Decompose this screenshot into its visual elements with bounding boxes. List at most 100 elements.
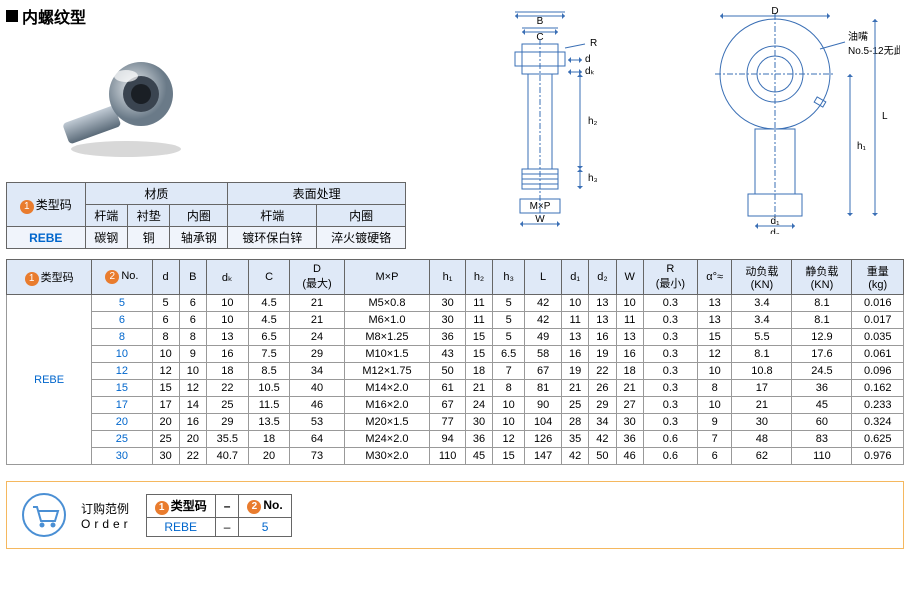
badge-2-icon: 2 bbox=[247, 500, 261, 514]
table-cell: 10 bbox=[697, 363, 731, 380]
svg-text:油嘴: 油嘴 bbox=[848, 30, 868, 43]
table-cell: 18 bbox=[248, 431, 290, 448]
table-cell: 0.3 bbox=[643, 295, 697, 312]
table-cell: 83 bbox=[792, 431, 852, 448]
table-cell: 42 bbox=[562, 448, 589, 465]
table-cell: 25 bbox=[152, 431, 179, 448]
svg-text:dₖ: dₖ bbox=[585, 66, 595, 77]
table-cell: 24.5 bbox=[792, 363, 852, 380]
table-cell: 12 bbox=[697, 346, 731, 363]
table-cell: 12.9 bbox=[792, 329, 852, 346]
table-cell: 10.8 bbox=[732, 363, 792, 380]
svg-text:L: L bbox=[882, 111, 888, 122]
table-cell: 67 bbox=[525, 363, 562, 380]
col-header: B bbox=[179, 260, 206, 295]
header-type: 类型码 bbox=[36, 198, 72, 212]
table-cell: 8 bbox=[493, 380, 525, 397]
table-cell: 7 bbox=[697, 431, 731, 448]
svg-text:d₁: d₁ bbox=[771, 216, 781, 227]
table-cell: 13 bbox=[589, 312, 616, 329]
table-cell: 25 bbox=[562, 397, 589, 414]
table-cell: 18 bbox=[465, 363, 492, 380]
table-cell: 10 bbox=[206, 295, 248, 312]
table-cell: 22 bbox=[206, 380, 248, 397]
table-cell: M8×1.25 bbox=[344, 329, 430, 346]
table-cell: 36 bbox=[616, 431, 643, 448]
table-cell: 12 bbox=[92, 363, 152, 380]
table-cell: 0.061 bbox=[852, 346, 904, 363]
table-cell: 0.324 bbox=[852, 414, 904, 431]
table-cell: 42 bbox=[525, 312, 562, 329]
table-cell: M12×1.75 bbox=[344, 363, 430, 380]
table-cell: 0.035 bbox=[852, 329, 904, 346]
table-cell: 29 bbox=[206, 414, 248, 431]
order-v1: – bbox=[215, 517, 239, 536]
table-cell: 110 bbox=[430, 448, 466, 465]
order-table: 1类型码 – 2No. REBE – 5 bbox=[146, 494, 292, 537]
table-cell: 35 bbox=[562, 431, 589, 448]
table-cell: 12 bbox=[179, 380, 206, 397]
table-cell: 34 bbox=[290, 363, 344, 380]
table-cell: 50 bbox=[589, 448, 616, 465]
table-cell: 0.233 bbox=[852, 397, 904, 414]
table-cell: 3.4 bbox=[732, 295, 792, 312]
table-cell: 147 bbox=[525, 448, 562, 465]
table-cell: 16 bbox=[616, 346, 643, 363]
order-h1: – bbox=[215, 494, 239, 517]
diagram-front-view: D 油嘴 No.5-12无此油嘴 L h₁ d₁ d₂ bbox=[660, 4, 900, 234]
table-cell: 0.162 bbox=[852, 380, 904, 397]
mat-col-2: 内圈 bbox=[170, 205, 228, 227]
table-cell: 28 bbox=[562, 414, 589, 431]
col-header: α°≈ bbox=[697, 260, 731, 295]
order-v2: 5 bbox=[239, 517, 291, 536]
table-cell: 10 bbox=[206, 312, 248, 329]
table-cell: 36 bbox=[465, 431, 492, 448]
table-cell: 36 bbox=[430, 329, 466, 346]
table-cell: 21 bbox=[732, 397, 792, 414]
table-cell: 17 bbox=[92, 397, 152, 414]
table-cell: 42 bbox=[589, 431, 616, 448]
header-material: 材质 bbox=[85, 183, 228, 205]
surf-val-1: 淬火镀硬铬 bbox=[317, 227, 406, 249]
table-cell: 81 bbox=[525, 380, 562, 397]
col-header: M×P bbox=[344, 260, 430, 295]
table-cell: 11 bbox=[465, 295, 492, 312]
table-cell: 25 bbox=[92, 431, 152, 448]
table-cell: 0.625 bbox=[852, 431, 904, 448]
svg-text:No.5-12无此油嘴: No.5-12无此油嘴 bbox=[848, 44, 900, 57]
table-cell: 17.6 bbox=[792, 346, 852, 363]
table-cell: 10 bbox=[493, 414, 525, 431]
table-cell: 24 bbox=[465, 397, 492, 414]
order-label-cn: 订购范例 bbox=[81, 500, 132, 517]
mat-val-0: 碳钢 bbox=[85, 227, 127, 249]
table-cell: 5.5 bbox=[732, 329, 792, 346]
table-cell: 20 bbox=[152, 414, 179, 431]
table-cell: 12 bbox=[493, 431, 525, 448]
table-cell: 5 bbox=[493, 295, 525, 312]
table-cell: 10 bbox=[152, 346, 179, 363]
table-cell: 0.017 bbox=[852, 312, 904, 329]
product-photo bbox=[36, 34, 216, 174]
table-cell: 0.6 bbox=[643, 431, 697, 448]
table-cell: 13 bbox=[562, 329, 589, 346]
table-cell: 11 bbox=[562, 312, 589, 329]
table-cell: 6 bbox=[179, 312, 206, 329]
mat-col-1: 衬垫 bbox=[127, 205, 169, 227]
table-cell: 8 bbox=[179, 329, 206, 346]
table-cell: 60 bbox=[792, 414, 852, 431]
table-cell: 8.1 bbox=[792, 312, 852, 329]
table-cell: 64 bbox=[290, 431, 344, 448]
order-h0: 类型码 bbox=[171, 499, 207, 513]
table-cell: 22 bbox=[589, 363, 616, 380]
table-cell: 45 bbox=[792, 397, 852, 414]
order-h2: No. bbox=[263, 498, 282, 512]
table-cell: 10 bbox=[616, 295, 643, 312]
table-cell: 7.5 bbox=[248, 346, 290, 363]
table-cell: 4.5 bbox=[248, 312, 290, 329]
table-cell: 20 bbox=[248, 448, 290, 465]
table-cell: M6×1.0 bbox=[344, 312, 430, 329]
table-cell: 30 bbox=[616, 414, 643, 431]
col-header: d bbox=[152, 260, 179, 295]
table-cell: 16 bbox=[206, 346, 248, 363]
mat-col-0: 杆端 bbox=[85, 205, 127, 227]
